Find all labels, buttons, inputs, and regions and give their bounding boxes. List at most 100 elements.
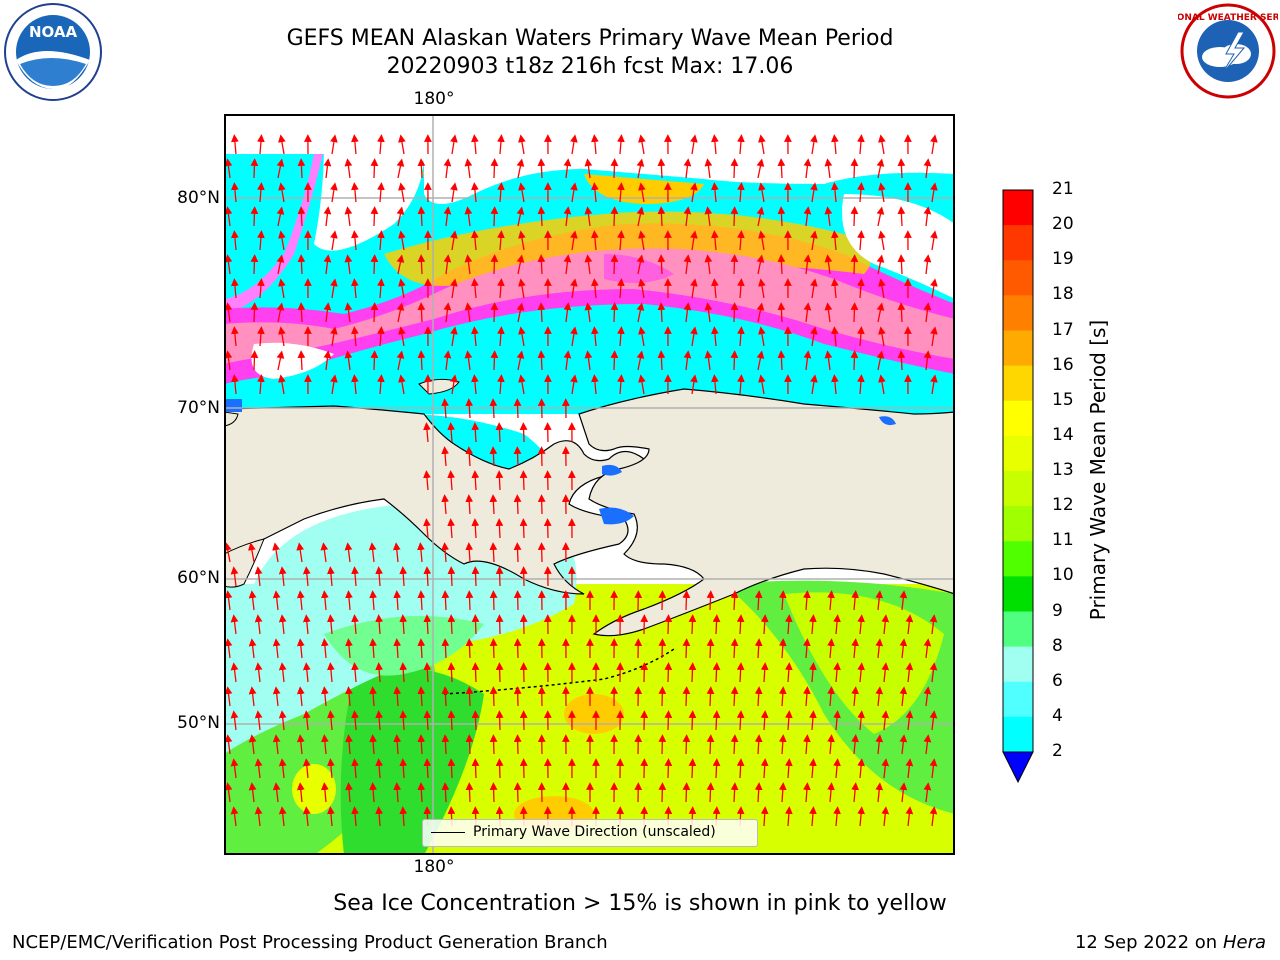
wave-direction-arrow [591, 374, 599, 395]
wave-direction-arrow [321, 638, 329, 659]
wave-direction-arrow [351, 662, 359, 683]
wave-direction-arrow [489, 542, 498, 563]
wave-direction-arrow [730, 686, 739, 707]
wave-direction-arrow [351, 710, 359, 731]
wave-direction-arrow [320, 542, 329, 563]
wave-direction-arrow [923, 206, 932, 227]
wave-direction-arrow [897, 206, 906, 227]
wave-direction-arrow [809, 662, 817, 683]
wave-direction-arrow [758, 326, 766, 347]
wave-direction-arrow [230, 566, 239, 587]
wave-direction-arrow [278, 806, 287, 827]
wave-direction-arrow [905, 710, 914, 731]
wave-direction-arrow [824, 254, 833, 275]
colorbar-block [1003, 506, 1033, 542]
wave-direction-arrow [929, 710, 938, 731]
wave-direction-arrow [254, 710, 263, 731]
wave-direction-arrow [876, 158, 885, 179]
wave-direction-arrow [519, 422, 528, 443]
wave-direction-arrow [396, 206, 405, 227]
wave-direction-arrow [450, 374, 458, 395]
wave-direction-arrow [417, 734, 426, 755]
wave-direction-arrow [471, 470, 480, 491]
wave-direction-arrow [905, 758, 914, 779]
wave-direction-arrow [810, 182, 818, 203]
wave-direction-arrow [899, 590, 908, 611]
wave-direction-arrow [760, 806, 769, 827]
wave-direction-arrow [257, 182, 265, 203]
colorbar [1002, 189, 1034, 784]
wave-direction-arrow [224, 350, 233, 371]
colorbar-block [1003, 646, 1033, 683]
wave-direction-arrow [704, 302, 713, 323]
wave-direction-arrow [682, 782, 691, 803]
wave-direction-arrow [881, 614, 890, 635]
wave-direction-arrow [857, 182, 865, 203]
wave-direction-arrow [471, 134, 479, 155]
wave-direction-arrow [591, 230, 599, 251]
wave-direction-arrow [777, 302, 786, 323]
wave-direction-arrow [754, 638, 763, 659]
wave-direction-arrow [471, 182, 479, 203]
wave-direction-arrow [897, 302, 906, 323]
wave-direction-arrow [513, 398, 522, 419]
wave-direction-arrow [563, 206, 572, 227]
wave-direction-arrow [302, 566, 311, 587]
wave-direction-arrow [610, 350, 619, 371]
wave-direction-arrow [231, 374, 239, 395]
wave-direction-arrow [272, 734, 281, 755]
wave-direction-arrow [730, 638, 739, 659]
wave-direction-arrow [399, 614, 408, 635]
colorbar-tick: 21 [1052, 179, 1074, 199]
wave-direction-arrow [857, 374, 865, 395]
wave-direction-arrow [636, 254, 645, 275]
machine-name: Hera [1222, 932, 1266, 953]
wave-direction-arrow [464, 254, 473, 275]
wave-direction-arrow [351, 806, 359, 827]
wave-direction-arrow [516, 302, 525, 323]
wave-direction-arrow [810, 374, 818, 395]
wave-direction-arrow [851, 638, 860, 659]
wave-direction-arrow [351, 182, 359, 203]
wave-direction-arrow [344, 254, 353, 275]
wave-direction-arrow [706, 782, 715, 803]
wave-direction-arrow [490, 254, 499, 275]
wave-direction-arrow [423, 470, 431, 491]
wave-direction-arrow [489, 398, 498, 419]
wave-direction-arrow [610, 206, 619, 227]
wave-direction-arrow [471, 614, 480, 635]
wave-direction-arrow [272, 542, 280, 563]
wave-direction-arrow [881, 662, 890, 683]
sea-ice-note: Sea Ice Concentration > 15% is shown in … [333, 891, 947, 916]
wave-direction-arrow [450, 134, 458, 155]
map-frame [224, 114, 955, 855]
wave-direction-arrow [810, 326, 818, 347]
wave-direction-arrow [465, 590, 474, 611]
map-legend: Primary Wave Direction (unscaled) [422, 819, 758, 847]
wave-direction-arrow [897, 254, 906, 275]
wave-direction-arrow [471, 518, 480, 539]
wave-direction-arrow [497, 374, 505, 395]
wave-direction-arrow [447, 758, 456, 779]
wave-direction-arrow [257, 134, 265, 155]
wave-direction-arrow [441, 638, 450, 659]
wave-direction-arrow [857, 614, 866, 635]
wave-direction-arrow [278, 614, 287, 635]
wave-direction-arrow [899, 734, 908, 755]
wave-direction-arrow [417, 542, 425, 563]
wave-direction-arrow [930, 134, 938, 155]
legend-label: Primary Wave Direction (unscaled) [473, 824, 716, 840]
wave-direction-arrow [851, 782, 860, 803]
wave-direction-arrow [278, 662, 287, 683]
wave-direction-arrow [278, 278, 286, 299]
wave-direction-arrow [758, 182, 766, 203]
wave-direction-arrow [230, 710, 239, 731]
wave-direction-arrow [537, 158, 546, 179]
wave-direction-arrow [878, 134, 886, 155]
wave-direction-arrow [563, 254, 572, 275]
wave-direction-arrow [489, 446, 498, 467]
wave-direction-arrow [297, 350, 306, 371]
wave-direction-arrow [617, 278, 625, 299]
wave-direction-arrow [447, 614, 456, 635]
lat-label-80: 80°N [177, 188, 220, 208]
